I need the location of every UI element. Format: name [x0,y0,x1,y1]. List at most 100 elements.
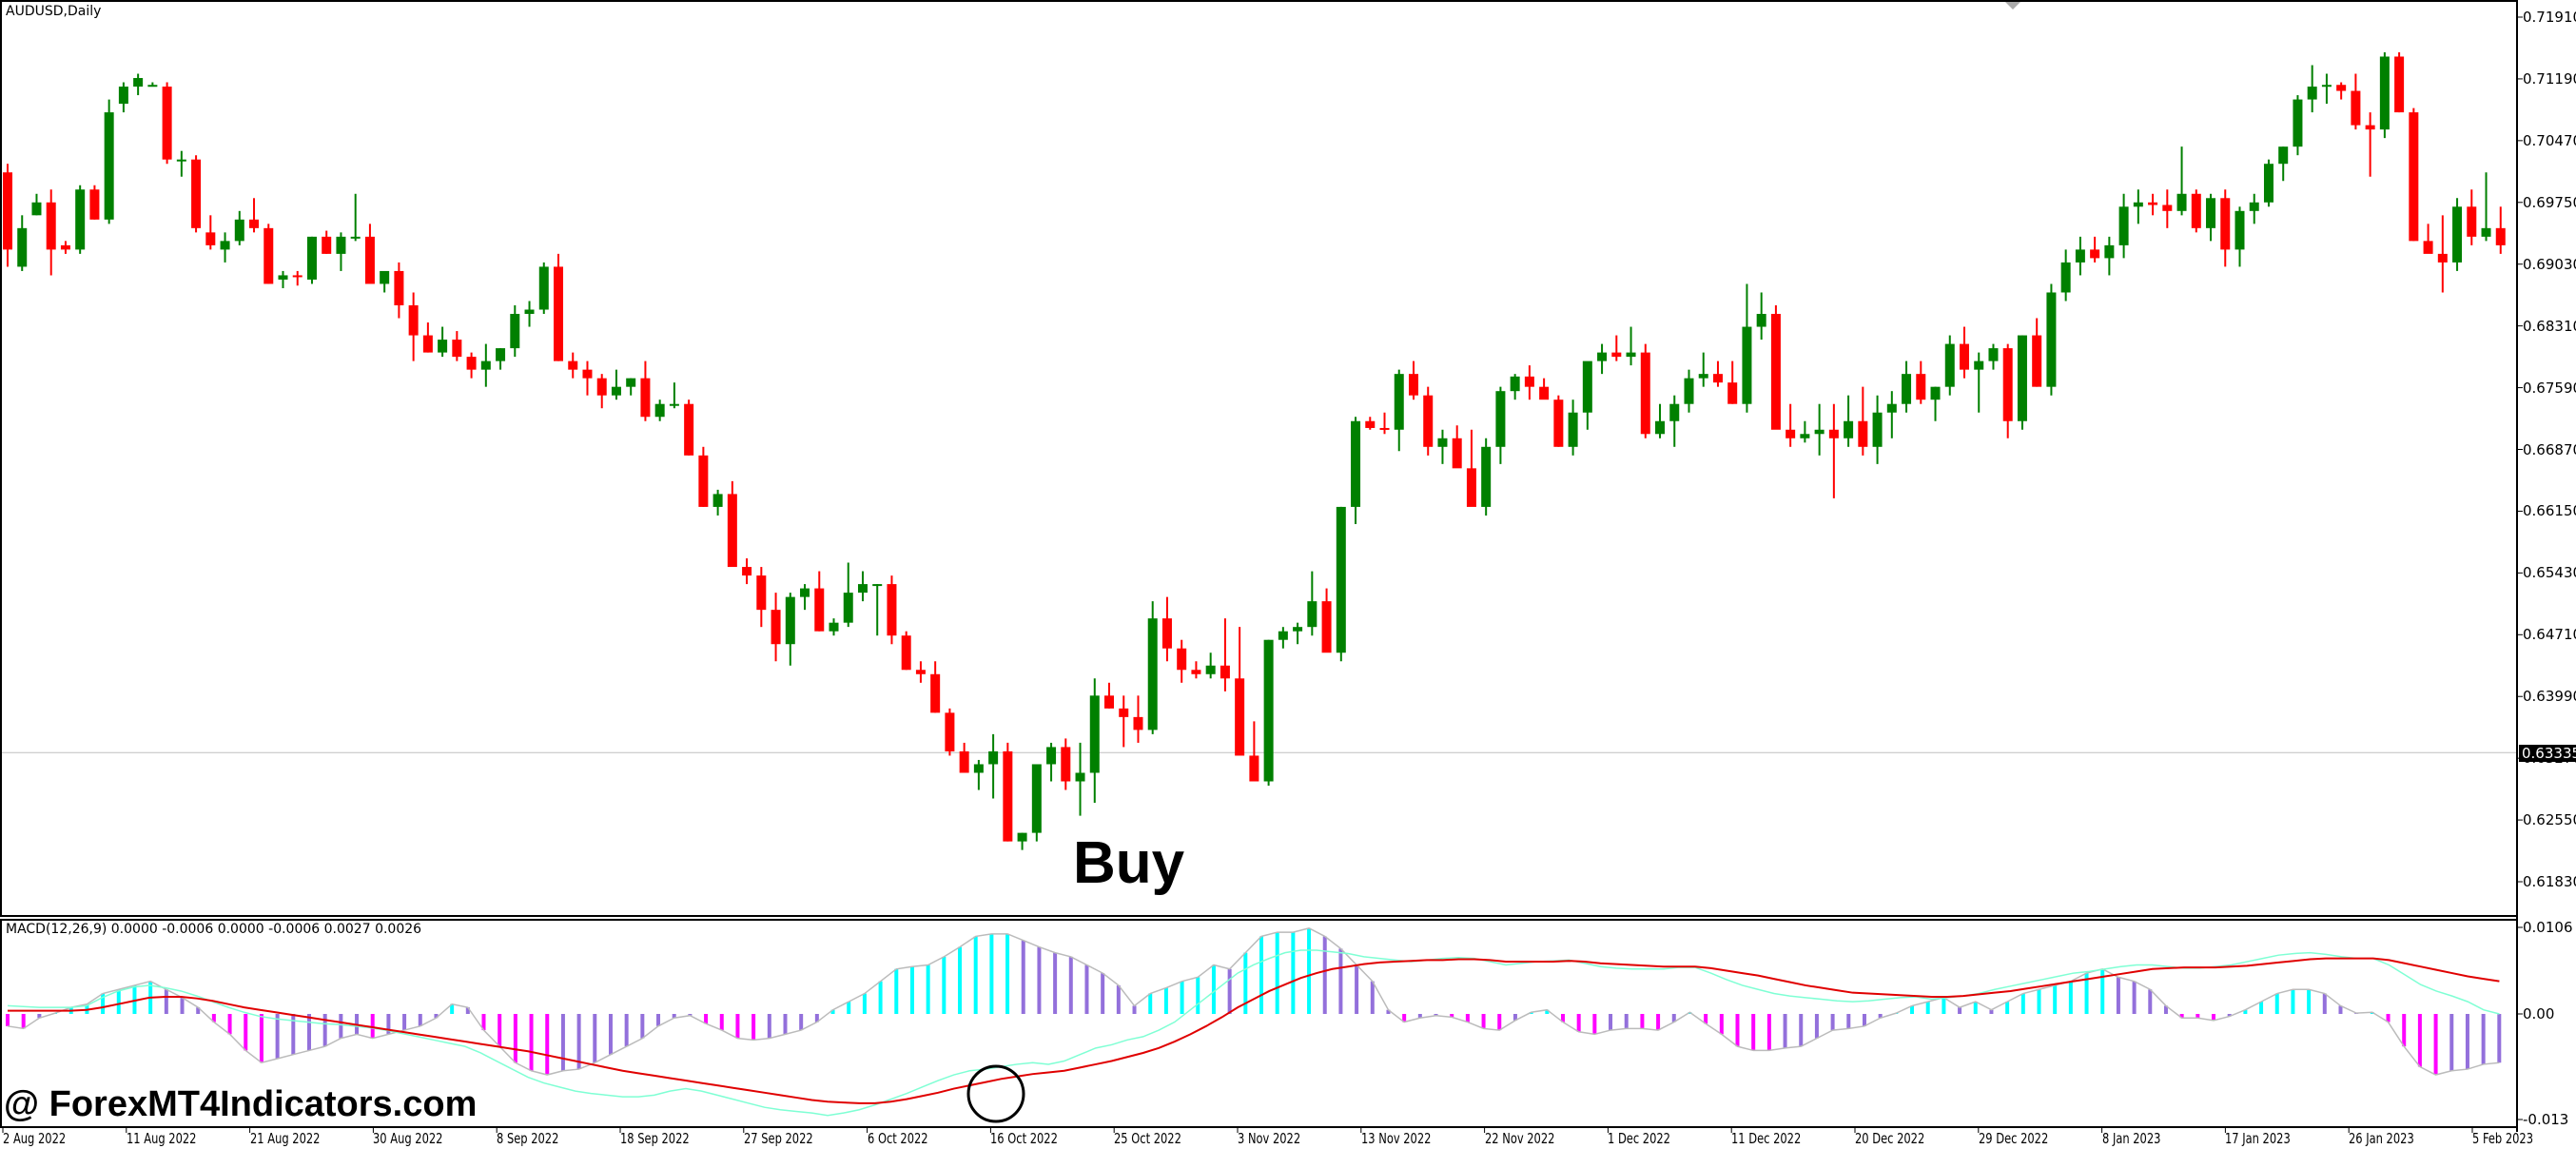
candle [89,189,100,220]
candle [857,584,868,594]
date-tick-label: 18 Sep 2022 [620,1130,690,1147]
candle [480,360,491,370]
candle [1177,648,1187,671]
candle [1089,695,1100,773]
candle [1161,618,1172,649]
date-tick-label: 2 Aug 2022 [3,1130,67,1147]
price-tick-label: 0.63990 [2523,688,2576,706]
scroll-marker-icon[interactable] [2005,2,2020,10]
candle [60,244,70,250]
candle [2075,249,2085,263]
candle [1510,376,1520,392]
candle [2452,206,2463,263]
candle [220,241,230,250]
candle [1828,429,1839,438]
candle [1712,374,1723,383]
candle [1611,352,1622,358]
candle [1046,747,1057,765]
candle [1698,374,1708,379]
candle [133,78,144,88]
candle [538,266,549,310]
candle [1553,399,1564,447]
candle [596,378,607,396]
candle [1974,360,1984,370]
candle [2379,56,2390,130]
candle [31,202,42,216]
candle [162,87,172,160]
candle [1452,438,1462,469]
candle [1916,374,1926,400]
candle [2263,164,2274,203]
candle [654,403,665,418]
candle [2409,112,2419,242]
candle [46,202,56,250]
candle [452,340,462,358]
candle [640,378,651,418]
price-tick-label: 0.66150 [2523,502,2576,520]
date-tick-label: 17 Jan 2023 [2225,1130,2292,1147]
candle [496,348,506,361]
candle [466,357,477,370]
candle [1495,391,1506,447]
date-tick-label: 21 Aug 2022 [249,1130,321,1147]
candle [1814,429,1825,435]
candle [292,275,302,278]
candle [959,750,969,773]
candle [785,596,795,645]
candle [1669,403,1680,421]
candle [1727,382,1738,404]
date-tick-label: 27 Sep 2022 [743,1130,813,1147]
candle [2351,90,2361,126]
candle [1844,420,1854,438]
price-tick-label: 0.69750 [2523,193,2576,211]
candle [1872,412,1883,447]
date-tick-label: 8 Jan 2023 [2101,1130,2161,1147]
candle [322,236,332,254]
candle [684,403,694,456]
candle [1640,352,1650,435]
candle [263,227,274,284]
symbol-timeframe-label: AUDUSD,Daily [6,4,102,19]
candle [1075,772,1085,782]
date-tick-label: 16 Oct 2022 [990,1130,1059,1147]
candle [669,403,679,406]
candle [306,236,317,280]
candle [1119,708,1129,717]
candle [2481,227,2491,237]
candle [945,712,955,751]
buy-signal-annotation: Buy [1073,830,1185,896]
candle [1988,348,1999,361]
candle [1278,631,1288,640]
candle [2032,335,2042,387]
candle [2133,202,2143,207]
price-tick-label: 0.64710 [2523,626,2576,644]
candle [973,764,984,773]
candle [1423,395,1434,447]
candle [814,588,825,632]
candle [1800,434,1810,438]
candle [2321,85,2332,88]
candle [1568,412,1578,447]
candle [3,172,12,250]
candle [17,227,28,267]
candle [2336,85,2347,91]
candle [800,588,810,597]
candle [582,369,593,379]
candle [2423,241,2433,254]
candle [2104,244,2115,259]
price-tick-label: 0.67590 [2523,379,2576,397]
candle [2394,56,2405,113]
candle [1104,695,1115,709]
candle [712,494,723,507]
date-tick-label: 11 Dec 2022 [1731,1130,1802,1147]
date-tick-label: 20 Dec 2022 [1855,1130,1925,1147]
candle [438,340,448,353]
candle [1336,506,1346,653]
candle [1481,446,1492,507]
candle [2278,146,2289,165]
candle [2191,193,2201,228]
date-tick-label: 30 Aug 2022 [373,1130,443,1147]
candle [1902,374,1912,404]
